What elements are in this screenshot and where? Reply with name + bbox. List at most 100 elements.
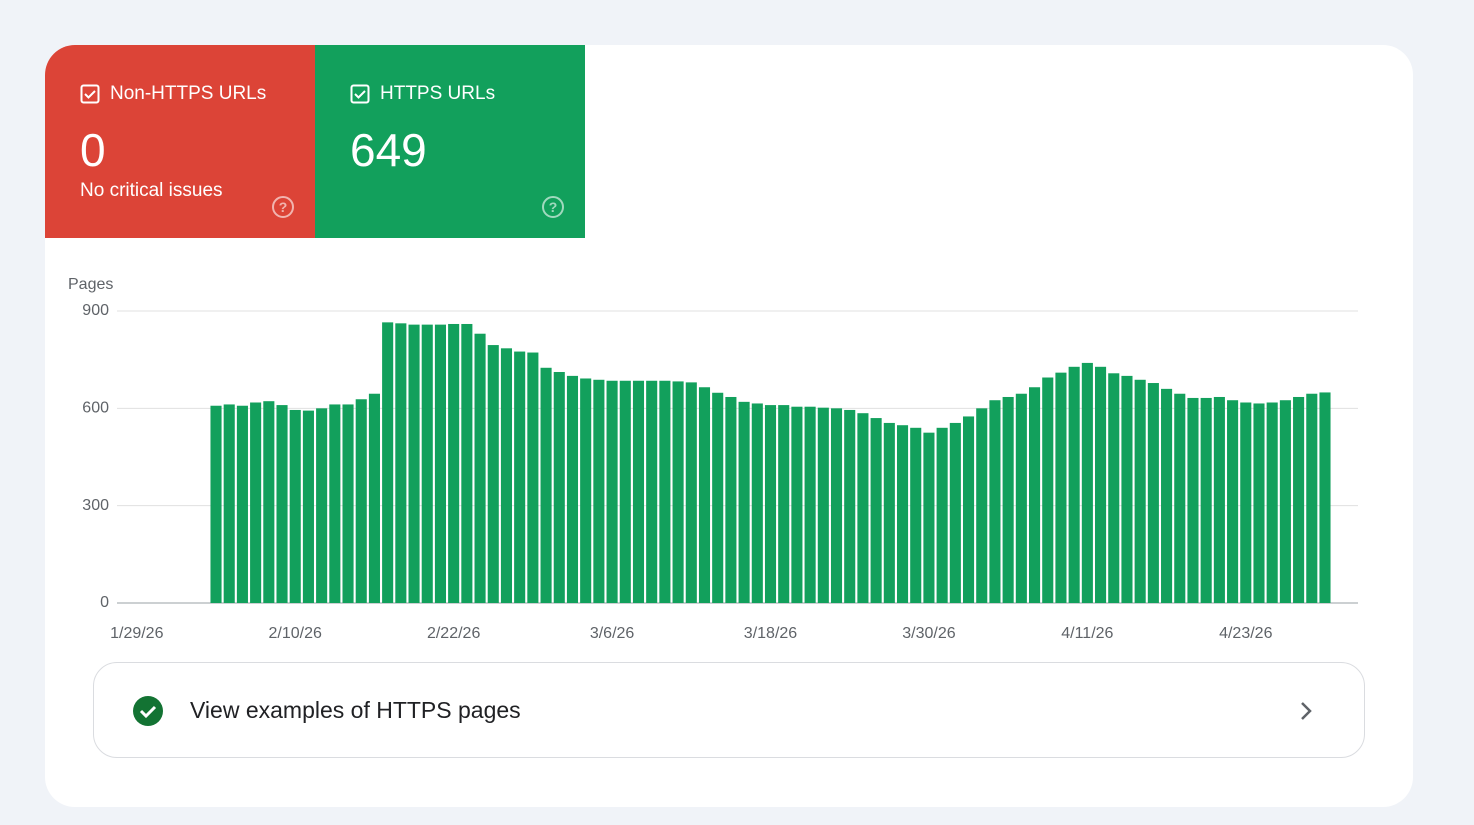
bar [408, 324, 420, 603]
card-label-text: HTTPS URLs [380, 83, 496, 104]
bar [302, 410, 314, 603]
bar [342, 404, 354, 603]
bar [527, 352, 539, 603]
x-tick-label: 1/29/26 [110, 625, 163, 640]
link-text: View examples of HTTPS pages [190, 697, 521, 723]
bar [804, 406, 816, 603]
bar [619, 380, 631, 603]
report-panel: Non-HTTPS URLs 0 No critical issues ? HT… [45, 45, 1413, 807]
svg-text:?: ? [549, 199, 558, 215]
bar [593, 379, 605, 603]
bar [817, 407, 829, 603]
bar [1147, 383, 1159, 603]
checkbox-icon [350, 84, 370, 104]
bar [1293, 396, 1305, 603]
help-icon[interactable]: ? [271, 195, 295, 219]
bar [712, 392, 724, 603]
non-https-card[interactable]: Non-HTTPS URLs 0 No critical issues ? [45, 45, 315, 238]
bar [210, 405, 222, 603]
bar [1095, 366, 1107, 603]
check-icon [133, 696, 163, 726]
x-tick-label: 2/22/26 [427, 625, 480, 640]
x-tick-label: 3/18/26 [744, 625, 797, 640]
bar [421, 324, 433, 603]
bar [1068, 366, 1080, 603]
bar [1279, 400, 1291, 603]
bar [580, 378, 592, 603]
bar [553, 371, 565, 603]
bar [223, 404, 235, 603]
chart: Pages 0 300 600 900 1/29/26 2/10/26 2/22/26 3/6… [68, 276, 1358, 640]
card-note: No critical issues [80, 180, 223, 201]
bar [1306, 393, 1318, 603]
bar [474, 333, 486, 603]
bar [368, 393, 380, 603]
bar [725, 396, 737, 603]
bar [1213, 396, 1225, 603]
bar [923, 432, 935, 603]
bar [1081, 362, 1093, 603]
bar [566, 375, 579, 603]
bar [976, 408, 988, 603]
bar [329, 404, 341, 603]
bar [514, 351, 526, 603]
bar [883, 422, 895, 603]
chevron-icon [1301, 702, 1312, 720]
bar [434, 324, 446, 603]
y-tick-label: 600 [82, 400, 109, 417]
bar [1134, 379, 1146, 603]
bar [949, 422, 961, 603]
bar [250, 402, 262, 603]
bar [751, 403, 763, 603]
bar [1161, 388, 1173, 603]
bar [870, 418, 882, 603]
bar [606, 380, 618, 603]
bar [1002, 396, 1014, 603]
bar [989, 400, 1001, 603]
bar [487, 345, 499, 603]
bar [1227, 400, 1239, 603]
bar [764, 405, 777, 603]
x-tick-label: 3/6/26 [590, 625, 635, 640]
card-value: 0 [80, 124, 106, 176]
bar [289, 409, 301, 603]
bar [263, 401, 275, 603]
bar [936, 427, 948, 603]
bar [1200, 397, 1212, 603]
bar [844, 409, 856, 603]
bar [1319, 392, 1331, 603]
examples-link[interactable]: View examples of HTTPS pages [93, 662, 1365, 758]
card-label-text: Non-HTTPS URLs [110, 83, 267, 104]
bar [1121, 375, 1133, 603]
x-tick-label: 3/30/26 [902, 625, 955, 640]
card-value: 649 [350, 124, 427, 176]
x-tick-label: 2/10/26 [269, 625, 322, 640]
card-label: Non-HTTPS URLs [80, 83, 266, 105]
bar [791, 406, 803, 603]
y-axis-title: Pages [68, 276, 113, 293]
bar [857, 413, 869, 603]
help-icon[interactable]: ? [541, 195, 565, 219]
bar [698, 387, 711, 603]
bar [448, 323, 460, 603]
bar [500, 348, 513, 603]
bar [962, 416, 975, 603]
card-label: HTTPS URLs [350, 83, 495, 105]
checkbox-icon [80, 84, 100, 104]
bar [659, 380, 671, 603]
bar [236, 405, 248, 603]
y-tick-label: 900 [82, 302, 109, 319]
bar [461, 323, 473, 603]
x-tick-label: 4/11/26 [1061, 625, 1113, 640]
bar [646, 380, 658, 603]
bar [1108, 373, 1120, 603]
bar [896, 425, 909, 603]
y-tick-label: 0 [100, 594, 109, 611]
bar [355, 399, 367, 603]
x-tick-label: 4/23/26 [1219, 625, 1272, 640]
bar [778, 405, 790, 603]
bar [1042, 377, 1054, 603]
bar [1240, 402, 1252, 603]
https-card[interactable]: HTTPS URLs 649 ? [315, 45, 585, 238]
